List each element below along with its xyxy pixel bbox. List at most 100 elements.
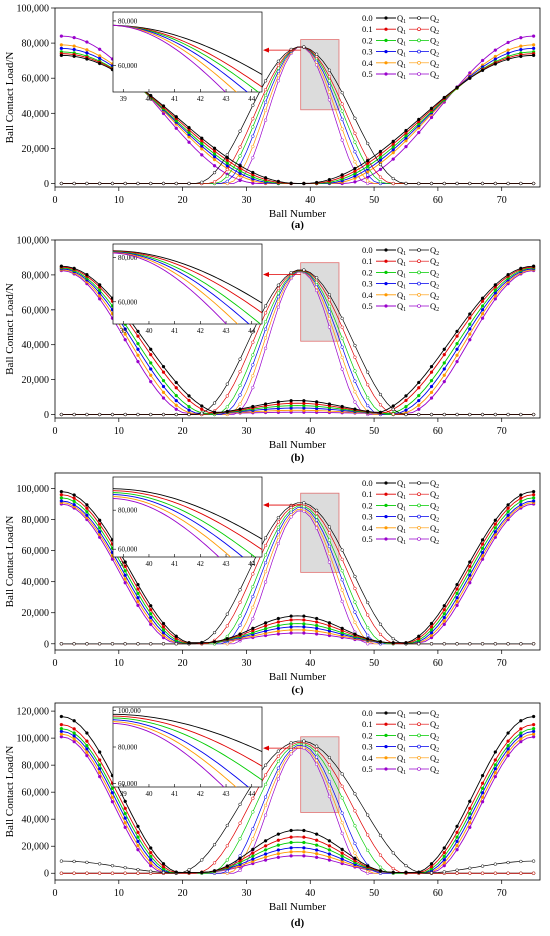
series-q2-point (340, 138, 344, 142)
series-q2-point (366, 370, 370, 374)
series-q1-point (187, 140, 191, 144)
series-q1-point (59, 53, 64, 58)
series-q1-point (391, 151, 395, 155)
series-q1-point (59, 732, 64, 736)
legend-label: 0.0 (362, 478, 373, 488)
series-q1-point (468, 573, 472, 577)
inset-series-line-5 (113, 252, 227, 324)
legend-q2-letter: Q (430, 753, 436, 763)
series-q1-point (136, 587, 140, 591)
series-q2-point (263, 569, 268, 574)
series-q1-point (314, 616, 319, 621)
series-q1-point (531, 729, 536, 734)
series-q2-point (136, 867, 140, 872)
legend-q2-letter: Q (430, 256, 436, 266)
inset-x-tick-label: 42 (197, 790, 205, 798)
series-q2-point (480, 412, 485, 417)
series-q1-point (327, 848, 332, 852)
series-q1-point (174, 870, 178, 874)
series-q2-point (480, 864, 485, 868)
x-tick-label: 50 (369, 888, 379, 899)
series-q1-point (276, 620, 281, 624)
legend-q2-marker (417, 744, 421, 749)
series-q1-point (531, 735, 536, 739)
series-q1-point (366, 409, 370, 414)
series-q2-point (353, 841, 357, 846)
series-q1-point (519, 496, 523, 500)
series-q2-point (353, 586, 357, 591)
series-q1-point (85, 273, 89, 277)
series-q2-point (391, 412, 395, 416)
series-q2-point (327, 293, 332, 297)
series-group (59, 489, 536, 646)
series-q1-point (404, 128, 408, 133)
series-q2-point (340, 821, 344, 825)
series-q2-point (442, 642, 446, 646)
series-q2-point (327, 780, 332, 784)
series-q1-point (417, 398, 421, 403)
legend-q1-name: Q1 (397, 500, 406, 512)
series-q2-point (327, 298, 332, 302)
chart-panel-c: 0 10 20 30 40 50 60 70 0 20,000 40,000 60,000 80,000… (4, 472, 541, 696)
inset-series-line-0 (113, 250, 262, 304)
series-q1-point (85, 510, 89, 514)
series-q2-point (98, 871, 102, 875)
inset-x-tick-label: 43 (223, 790, 231, 798)
legend-q2-sub: 2 (436, 725, 439, 731)
inset-x-tick-label: 43 (223, 95, 231, 103)
series-q1-point (110, 795, 115, 799)
inset-x-tick-label: 43 (223, 560, 231, 568)
legend-q1-letter: Q (397, 764, 403, 774)
series-q1-point (366, 637, 370, 641)
series-q2-point (455, 871, 459, 875)
inset-series-line-2 (113, 251, 262, 324)
plot-frame (54, 472, 541, 651)
series-q2-point (506, 412, 510, 417)
series-q2-point (340, 796, 344, 800)
series-q1-point (506, 513, 510, 517)
legend-q2-name: Q2 (430, 290, 439, 302)
series-q1-point (149, 850, 153, 855)
series-q1-point (289, 850, 293, 854)
series-q1-point (174, 386, 178, 390)
legend-label: 0.3 (362, 279, 373, 289)
series-q1-point (276, 626, 281, 630)
series-q2-point (238, 154, 242, 158)
series-q1-point (187, 394, 191, 398)
series-q2-point (302, 501, 306, 505)
series-q1-point (85, 51, 89, 55)
series-q1-point (263, 855, 268, 859)
series-q2-point (455, 181, 459, 186)
series-q1-point (468, 825, 472, 829)
series-q1-point (531, 489, 536, 494)
legend-q1-marker (384, 503, 388, 507)
series-q2-point (327, 317, 332, 321)
legend-q2-marker (417, 27, 421, 32)
series-q1-point (251, 851, 255, 855)
series-q1-point (251, 857, 255, 861)
series-q1-point (314, 626, 319, 630)
legend-q1-sub: 1 (403, 307, 406, 313)
series-q1-point (366, 164, 370, 168)
legend-q1-letter: Q (397, 267, 403, 277)
series-q1-point (442, 850, 446, 855)
legend-q1-letter: Q (397, 489, 403, 499)
series-q1-point (429, 862, 434, 866)
series-q1-point (276, 400, 281, 404)
series-q2-point (366, 141, 370, 146)
y-tick-label: 20,000 (22, 375, 50, 386)
series-q1-point (391, 870, 395, 875)
legend-q1-name: Q1 (397, 47, 406, 59)
series-q1-point (506, 506, 510, 510)
legend-q1-letter: Q (397, 245, 403, 255)
series-q1-point (251, 170, 255, 175)
series-q1-point (531, 46, 536, 51)
inset-x-tick-label: 40 (145, 95, 153, 103)
legend-q1-marker (384, 756, 388, 760)
series-q1-point (238, 632, 242, 636)
x-tick-label: 60 (433, 888, 443, 899)
series-q2-point (72, 859, 76, 864)
series-q2-point (289, 270, 293, 275)
series-q2-point (468, 412, 472, 417)
legend-q1-name: Q1 (397, 245, 406, 257)
